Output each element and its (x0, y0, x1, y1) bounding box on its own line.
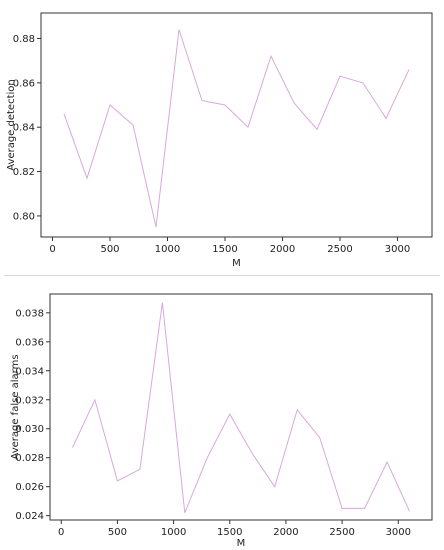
false-alarms-chart: 0 500 1000 1500 2000 2500 3000 0.024 0.026 0.028 0… (10, 293, 433, 549)
x-tick-label: 1500 (217, 527, 242, 538)
x-axis-label: M (232, 258, 241, 269)
plot-frame (40, 12, 433, 238)
plot-frame (49, 293, 433, 521)
y-tick-label: 0.032 (15, 395, 44, 406)
y-tick-label: 0.84 (13, 123, 35, 134)
x-tick-label: 2000 (273, 527, 298, 538)
y-tick-label: 0.86 (13, 78, 35, 89)
series-line (72, 302, 410, 513)
x-tick-label: 500 (100, 244, 119, 255)
y-tick-label: 0.036 (15, 337, 44, 348)
x-tick-label: 0 (58, 527, 64, 538)
x-tick-label: 0 (49, 244, 55, 255)
y-axis-label: Average detection (6, 79, 17, 170)
y-tick-label: 0.034 (15, 366, 44, 377)
y-tick-label: 0.88 (13, 34, 35, 45)
detection-chart: 0 500 1000 1500 2000 2500 3000 0.80 0.82 0.84 0.86… (6, 12, 433, 269)
x-tick-label: 1000 (161, 527, 186, 538)
x-tick-label: 2000 (270, 244, 295, 255)
x-tick-label: 3000 (386, 527, 411, 538)
y-axis-label: Average false alarms (10, 354, 21, 459)
y-tick-label: 0.038 (15, 308, 44, 319)
x-tick-label: 1500 (212, 244, 237, 255)
y-tick-label: 0.026 (15, 482, 44, 493)
x-tick-label: 500 (108, 527, 127, 538)
x-axis-label: M (237, 538, 246, 549)
y-tick-label: 0.030 (15, 424, 44, 435)
y-tick-label: 0.80 (13, 211, 35, 222)
x-tick-label: 2500 (329, 527, 354, 538)
x-tick-label: 1000 (155, 244, 180, 255)
chart-divider (4, 275, 440, 276)
y-tick-label: 0.024 (15, 511, 44, 522)
y-tick-label: 0.028 (15, 453, 44, 464)
y-tick-label: 0.82 (13, 167, 35, 178)
series-line (63, 29, 410, 228)
x-tick-label: 2500 (327, 244, 352, 255)
x-tick-label: 3000 (385, 244, 410, 255)
